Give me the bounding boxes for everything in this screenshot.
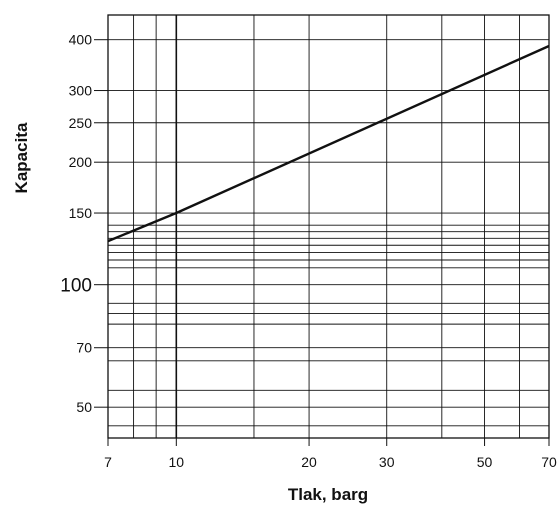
y-tick-label-70: 70 xyxy=(76,340,92,356)
y-tick-label-100: 100 xyxy=(60,276,92,297)
x-axis-title: Tlak, barg xyxy=(288,485,368,504)
series-line-1 xyxy=(107,44,550,243)
x-tick-label-7: 7 xyxy=(104,454,112,470)
series-group xyxy=(107,44,550,243)
x-tick-label-10: 10 xyxy=(169,454,185,470)
y-axis-title: Kapacita xyxy=(12,122,31,193)
x-tick-label-30: 30 xyxy=(379,454,395,470)
x-tick-label-70: 70 xyxy=(541,454,557,470)
y-tick-label-200: 200 xyxy=(69,154,93,170)
y-tick-label-250: 250 xyxy=(69,115,93,131)
y-tick-labels: 50 70 100 150 200 250 300 400 xyxy=(60,32,108,415)
x-tick-labels: 7 10 20 30 50 70 xyxy=(104,438,557,470)
plot-frame xyxy=(107,14,550,439)
x-tick-label-20: 20 xyxy=(301,454,317,470)
y-tick-label-50: 50 xyxy=(76,399,92,415)
y-tick-label-300: 300 xyxy=(69,83,93,99)
x-gridlines xyxy=(133,15,520,438)
y-tick-label-400: 400 xyxy=(69,32,93,48)
y-gridlines xyxy=(108,39,549,427)
y-tick-label-150: 150 xyxy=(69,205,93,221)
x-tick-label-50: 50 xyxy=(477,454,493,470)
